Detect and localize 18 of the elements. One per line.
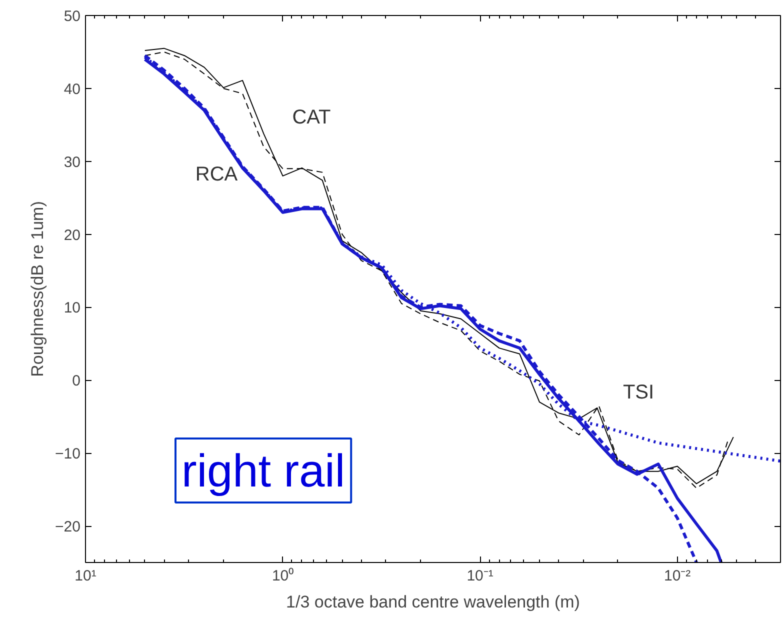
y-tick-label: 40	[64, 80, 81, 98]
y-tick-label: 10	[64, 300, 81, 317]
annotation: RCA	[195, 164, 238, 186]
x-axis-title: 1/3 octave band centre wavelength (m)	[286, 592, 580, 612]
x-tick-label: 10¹	[74, 568, 96, 584]
x-tick-label: 10⁰	[272, 568, 294, 584]
y-tick-label: −20	[55, 518, 81, 536]
y-tick-label: 0	[72, 372, 80, 390]
annotation: right rail	[182, 444, 346, 496]
x-tick-label: 10⁻¹	[466, 568, 494, 584]
y-axis-title: Roughness(dB re 1um)	[28, 201, 48, 377]
x-tick-label: 10⁻²	[664, 568, 691, 584]
annotation: CAT	[292, 106, 331, 128]
y-tick-label: 20	[64, 226, 81, 244]
annotation: TSI	[622, 382, 654, 404]
y-tick-label: 50	[64, 8, 81, 25]
y-tick-label: −10	[55, 446, 81, 463]
y-tick-label: 30	[64, 154, 81, 171]
